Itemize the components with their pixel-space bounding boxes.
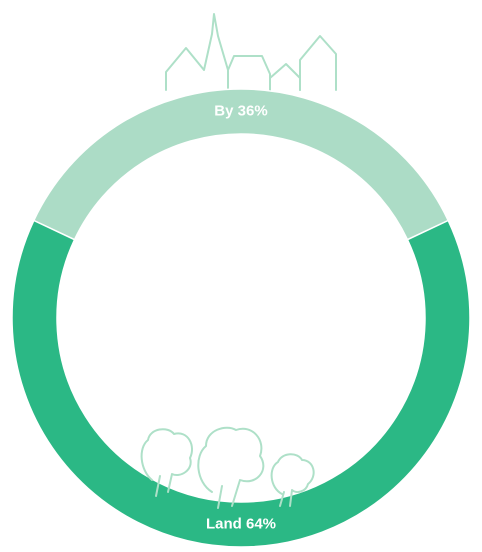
segment-label: Land 64% <box>206 515 276 532</box>
segment-name: By <box>214 102 234 119</box>
city-illustration <box>165 13 337 91</box>
donut-segment <box>11 219 471 548</box>
segment-name: Land <box>206 515 242 532</box>
tree-illustration <box>140 426 315 509</box>
segment-label: By 36% <box>214 102 267 119</box>
segment-value: 36% <box>238 102 268 119</box>
donut-segment <box>32 88 450 241</box>
donut: By 36% Land 64% <box>11 88 471 548</box>
segment-value: 64% <box>246 515 276 532</box>
